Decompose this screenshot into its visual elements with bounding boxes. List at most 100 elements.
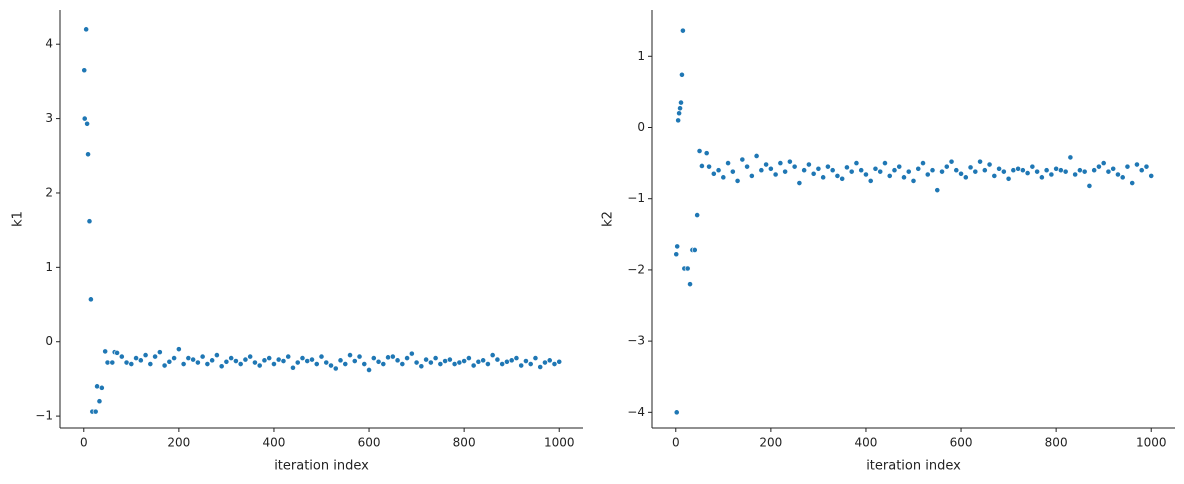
point [676, 110, 683, 117]
point [1138, 167, 1145, 174]
point [385, 354, 391, 361]
point [423, 356, 429, 363]
point [485, 361, 491, 367]
point [729, 168, 736, 175]
point [678, 99, 684, 106]
x-tick-label: 200 [759, 436, 782, 450]
point [84, 120, 91, 127]
point [1100, 160, 1107, 167]
point [882, 160, 888, 167]
y-axis-label: k2 [601, 211, 616, 227]
point [437, 361, 444, 367]
point [986, 161, 993, 168]
point [527, 361, 534, 367]
x-tick-label: 0 [80, 436, 88, 450]
point [446, 356, 453, 363]
point [782, 168, 789, 175]
point [1010, 167, 1017, 174]
point [81, 67, 88, 74]
point [1086, 182, 1093, 189]
point [551, 361, 558, 367]
point [413, 359, 420, 366]
point [791, 163, 798, 170]
point [499, 361, 506, 367]
point [796, 180, 803, 186]
point [1029, 163, 1036, 170]
point [451, 361, 458, 367]
point [86, 218, 93, 225]
point [858, 167, 865, 174]
point [767, 165, 774, 172]
point [194, 359, 201, 366]
point [694, 212, 701, 218]
point [171, 355, 178, 361]
x-tick-label: 1000 [544, 436, 575, 450]
point [213, 352, 220, 359]
y-tick-label: 2 [45, 185, 53, 199]
point [209, 357, 216, 364]
point [915, 165, 922, 172]
point [366, 367, 372, 373]
point [432, 355, 439, 361]
point [829, 167, 836, 174]
point [1091, 167, 1098, 174]
point [720, 174, 727, 181]
point [844, 164, 850, 171]
point [442, 358, 449, 364]
point [88, 296, 94, 303]
point [102, 348, 109, 355]
point [739, 156, 746, 163]
point [687, 281, 693, 288]
point [825, 163, 831, 170]
point [872, 165, 879, 172]
point [537, 364, 544, 370]
point [1000, 168, 1007, 175]
point [996, 165, 1002, 172]
point [886, 173, 893, 179]
point [763, 161, 770, 168]
point [1067, 154, 1074, 161]
point [309, 356, 315, 363]
point [1005, 175, 1012, 182]
point [943, 163, 950, 170]
point [404, 355, 410, 361]
y-tick-label: −3 [627, 334, 645, 348]
point [556, 358, 563, 365]
point [699, 163, 705, 169]
point [470, 362, 477, 369]
point [801, 167, 808, 174]
point [456, 359, 463, 366]
point [356, 353, 363, 360]
point [820, 174, 827, 181]
y-tick-label: 0 [45, 334, 53, 348]
point [1043, 167, 1050, 174]
point [896, 163, 903, 170]
point [256, 362, 263, 369]
point [389, 353, 396, 360]
point [185, 355, 192, 361]
point [1129, 180, 1136, 186]
point [304, 358, 311, 364]
point [786, 158, 793, 165]
point [863, 171, 869, 178]
point [815, 165, 822, 172]
point [109, 359, 116, 366]
point [156, 349, 163, 356]
point [480, 357, 487, 364]
point [328, 362, 334, 369]
point [252, 359, 258, 366]
point [929, 167, 936, 174]
point [247, 353, 254, 360]
point [504, 358, 510, 365]
point [133, 355, 139, 361]
point [1096, 163, 1102, 170]
x-axis-label: iteration index [866, 459, 961, 474]
point [1053, 165, 1060, 172]
point [867, 178, 874, 184]
point [677, 105, 683, 112]
point [934, 187, 941, 194]
point [399, 361, 406, 367]
point [370, 355, 377, 361]
point [1034, 168, 1041, 175]
point [734, 178, 741, 184]
